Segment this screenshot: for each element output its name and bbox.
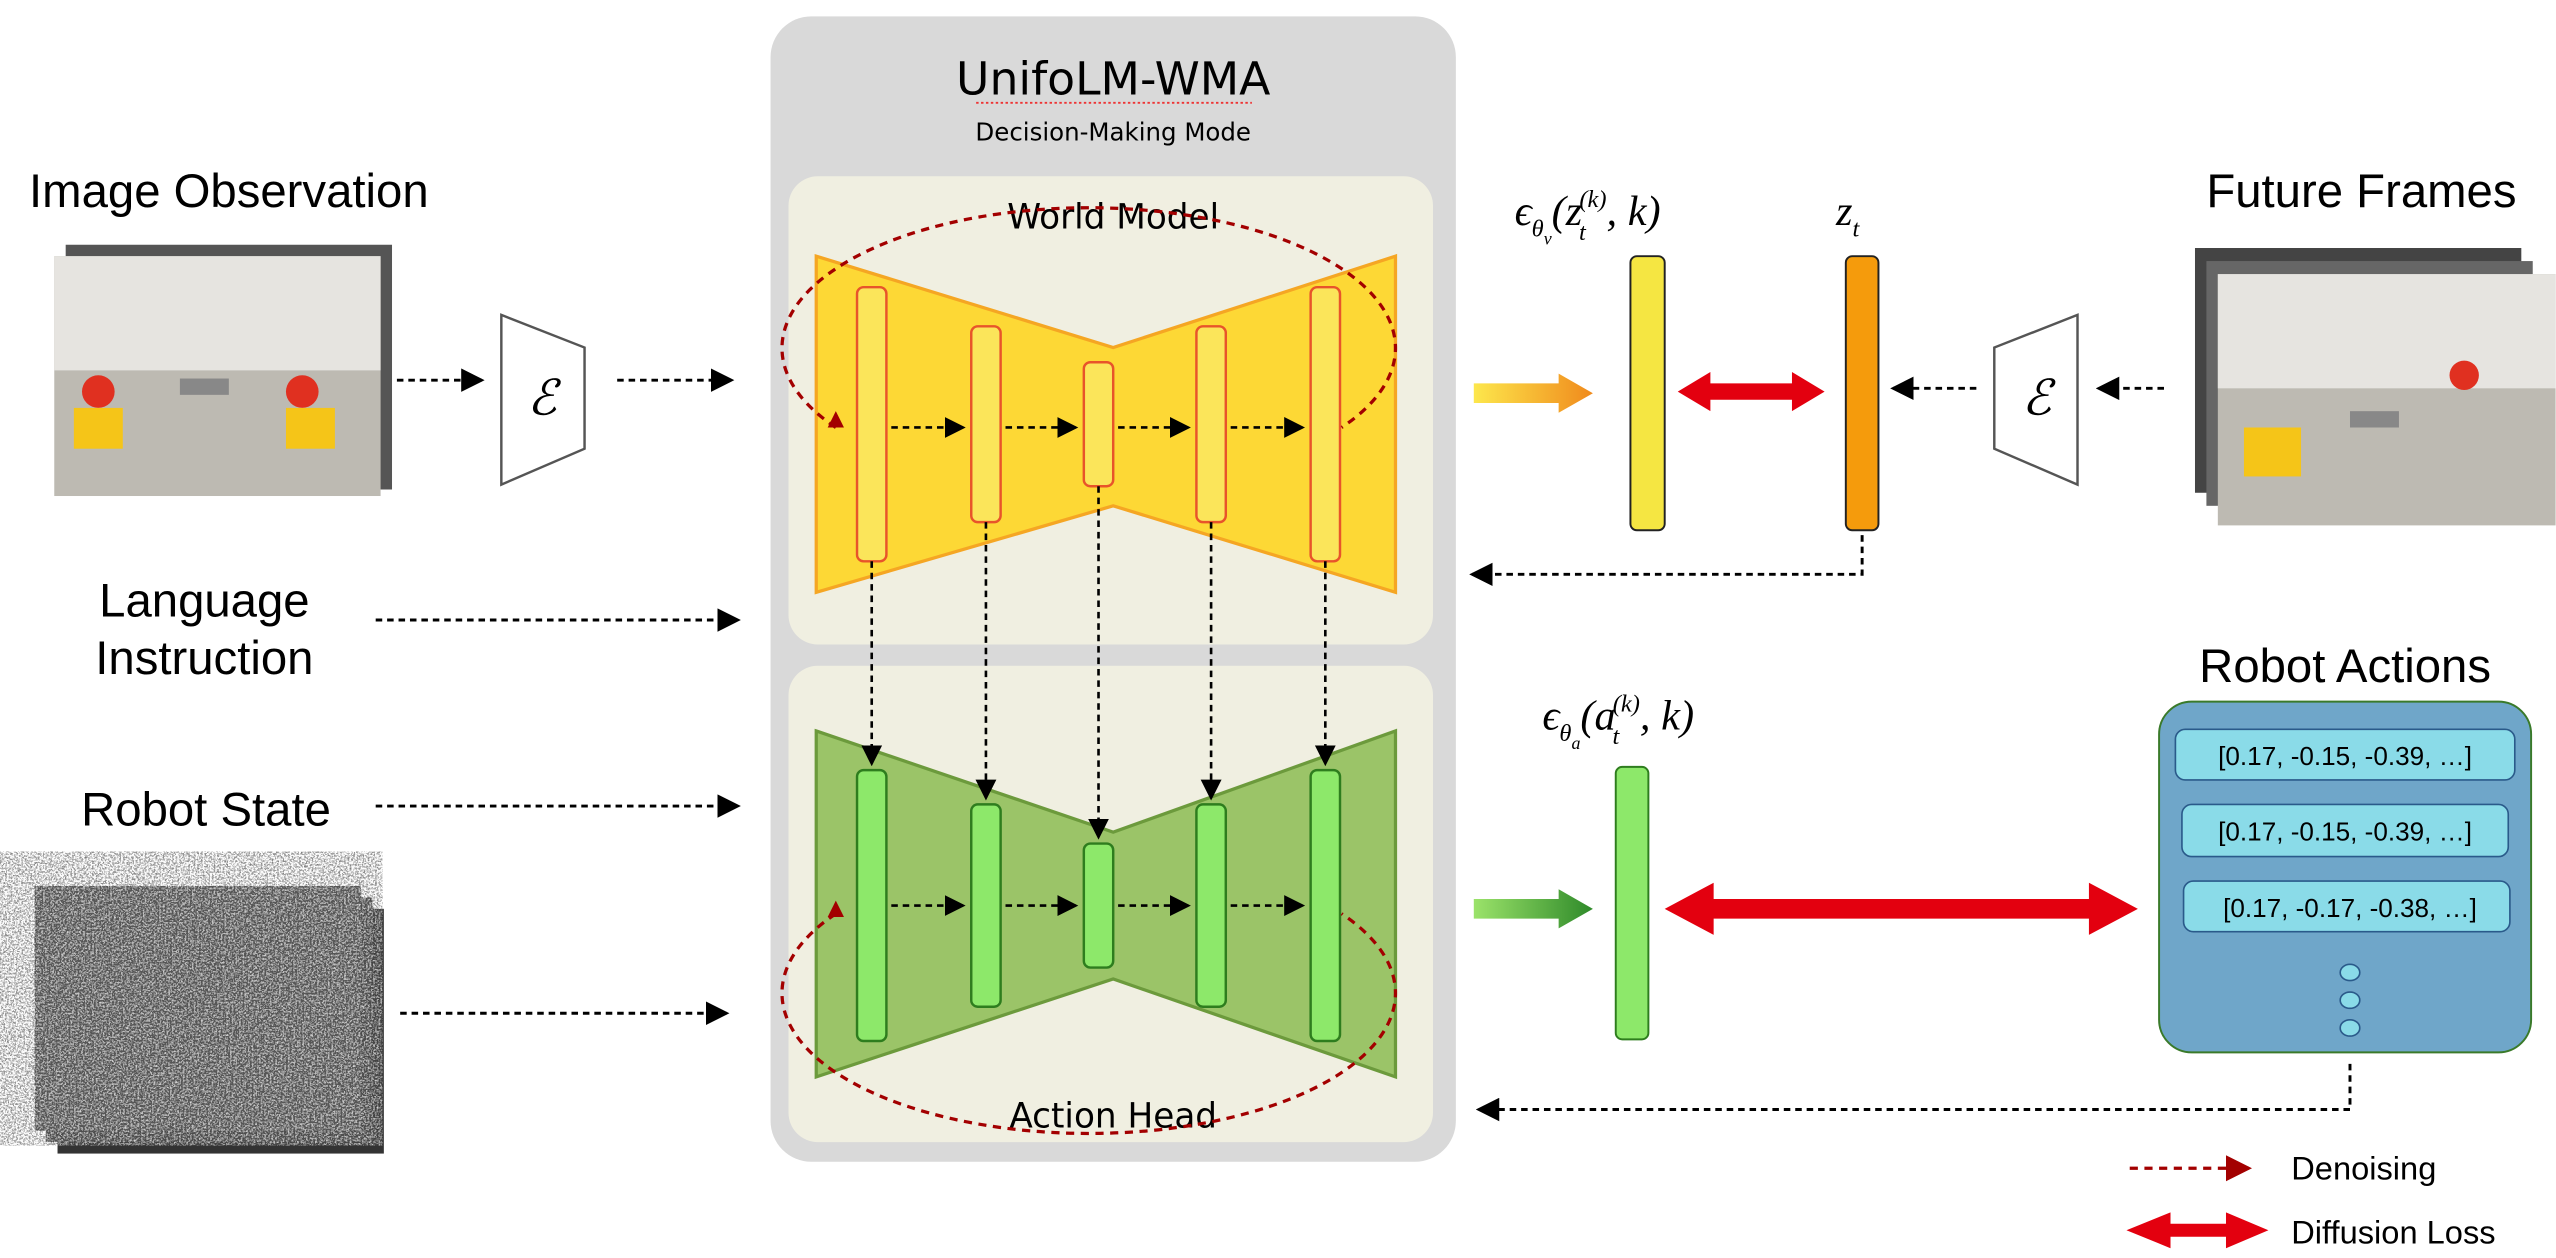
denoising-loop-arrowhead	[827, 411, 844, 428]
robot-action-row: [0.17, -0.15, -0.39, …]	[2218, 816, 2472, 846]
future-frames-label: Future Frames	[2206, 165, 2516, 218]
image-encoder-symbol: ℰ	[527, 370, 561, 425]
predicted-noise-bar	[1629, 255, 1666, 532]
future-arrows	[1469, 376, 2352, 1122]
image-encoder	[500, 313, 586, 487]
input-arrows	[375, 368, 741, 1026]
noise-frames	[23, 876, 384, 1154]
robot-action-row: [0.17, -0.17, -0.38, …]	[2223, 893, 2477, 923]
future-encoder-symbol: ℰ	[2022, 370, 2056, 425]
model-subtitle: Decision-Making Mode	[975, 117, 1251, 146]
cross-model-arrows	[861, 486, 1336, 840]
robot-action-row: [0.17, -0.15, -0.39, …]	[2218, 741, 2472, 771]
legend-denoising-label: Denoising	[2291, 1150, 2436, 1187]
world-model-label: World Model	[1007, 197, 1219, 237]
world-output-arrow	[1473, 373, 1593, 413]
eps-a-label: ϵθa(at(k), k)	[1542, 690, 1694, 753]
language-instruction-label: Language	[99, 575, 309, 628]
image-observation-label: Image Observation	[29, 165, 429, 218]
latent-bar	[1844, 255, 1880, 532]
more-dot	[2339, 963, 2361, 982]
more-dot	[2339, 991, 2361, 1010]
robot-actions-title: Robot Actions	[2199, 640, 2491, 693]
z-t-label: zt	[1835, 188, 1861, 242]
robot-actions-box	[2158, 700, 2533, 1054]
denoising-loop-arrowhead	[827, 900, 844, 917]
robot-state-label: Robot State	[81, 784, 331, 837]
language-instruction-label: Instruction	[95, 632, 313, 685]
denoising-loop-action	[780, 912, 1398, 1136]
future-encoder	[1993, 313, 2079, 487]
legend-diffusion-loss-label: Diffusion Loss	[2291, 1213, 2495, 1250]
eps-v-label: ϵθv(zt(k), k)	[1515, 186, 1661, 249]
future-frames-images	[2194, 248, 2556, 526]
denoising-loop-world	[780, 206, 1398, 429]
legend-diffusion-loss-icon	[2126, 1212, 2269, 1249]
robot-action-rows: [0.17, -0.15, -0.39, …] [0.17, -0.15, -0…	[2174, 728, 2516, 1037]
predicted-action-noise-bar	[1614, 765, 1650, 1041]
diffusion-loss-arrow-video	[1677, 372, 1825, 412]
action-head-layers	[855, 768, 1342, 1043]
diffusion-loss-arrow-action	[1664, 882, 2138, 935]
action-head-label: Action Head	[1009, 1096, 1217, 1136]
model-title: UnifoLM-WMA	[956, 53, 1270, 106]
more-dot	[2339, 1018, 2361, 1037]
action-output-arrow	[1473, 889, 1593, 929]
image-observation-frames	[54, 244, 393, 497]
